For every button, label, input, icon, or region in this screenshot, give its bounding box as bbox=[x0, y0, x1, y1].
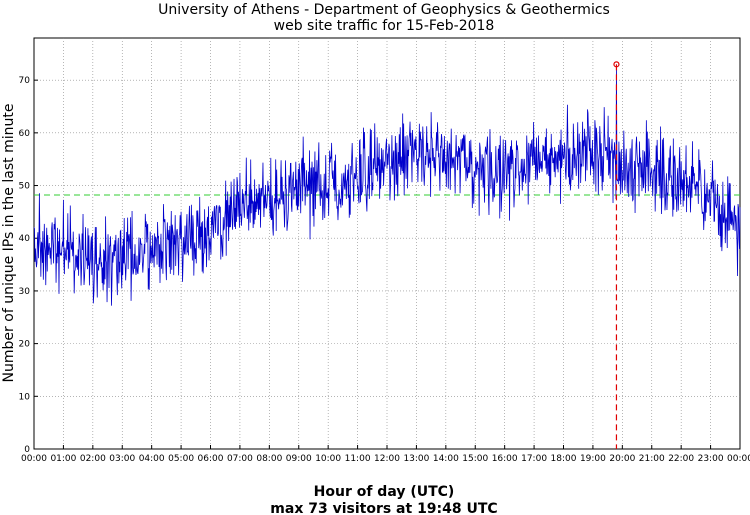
y-tick-label: 0 bbox=[24, 445, 30, 455]
x-tick-label: 12:00 bbox=[374, 454, 400, 464]
max-summary: max 73 visitors at 19:48 UTC bbox=[270, 501, 497, 515]
x-tick-label: 23:00 bbox=[698, 454, 724, 464]
y-tick-label: 40 bbox=[19, 234, 31, 244]
x-tick-label: 20:00 bbox=[609, 454, 635, 464]
x-tick-label: 08:00 bbox=[256, 454, 282, 464]
x-ticks: 00:00 01:00 02:00 03:00 04:00 05:00 06:00 07:00… bbox=[21, 445, 750, 464]
y-tick-label: 10 bbox=[19, 392, 31, 402]
x-tick-label: 04:00 bbox=[139, 454, 165, 464]
x-tick-label: 03:00 bbox=[109, 454, 135, 464]
x-tick-label: 18:00 bbox=[551, 454, 577, 464]
max-point bbox=[613, 61, 620, 68]
x-tick-label: 15:00 bbox=[462, 454, 488, 464]
x-tick-label: 13:00 bbox=[403, 454, 429, 464]
x-tick-label: 01:00 bbox=[50, 454, 76, 464]
x-tick-label: 17:00 bbox=[521, 454, 547, 464]
x-tick-label: 16:00 bbox=[492, 454, 518, 464]
chart-subtitle: web site traffic for 15-Feb-2018 bbox=[274, 18, 495, 34]
x-tick-label: 06:00 bbox=[198, 454, 224, 464]
x-tick-label: 21:00 bbox=[639, 454, 665, 464]
x-axis-label: Hour of day (UTC) bbox=[314, 484, 455, 500]
chart-title: University of Athens - Department of Geo… bbox=[158, 2, 610, 18]
grid bbox=[34, 38, 740, 449]
x-tick-label: 10:00 bbox=[315, 454, 341, 464]
x-tick-label: 11:00 bbox=[345, 454, 371, 464]
y-tick-label: 60 bbox=[19, 129, 31, 139]
x-tick-label: 22:00 bbox=[668, 454, 694, 464]
y-tick-label: 30 bbox=[19, 287, 31, 297]
x-tick-label: 14:00 bbox=[433, 454, 459, 464]
x-tick-label: 00:00 bbox=[21, 454, 47, 464]
x-tick-label: 05:00 bbox=[168, 454, 194, 464]
x-tick-label: 00:00 bbox=[727, 454, 750, 464]
y-tick-label: 20 bbox=[19, 340, 31, 350]
series-line bbox=[33, 64, 741, 306]
x-tick-label: 09:00 bbox=[286, 454, 312, 464]
y-tick-label: 50 bbox=[19, 182, 31, 192]
y-axis-label: Number of unique IPs in the last minute bbox=[1, 104, 17, 383]
x-tick-label: 19:00 bbox=[580, 454, 606, 464]
x-tick-label: 07:00 bbox=[227, 454, 253, 464]
y-tick-label: 70 bbox=[19, 76, 31, 86]
x-tick-label: 02:00 bbox=[80, 454, 106, 464]
